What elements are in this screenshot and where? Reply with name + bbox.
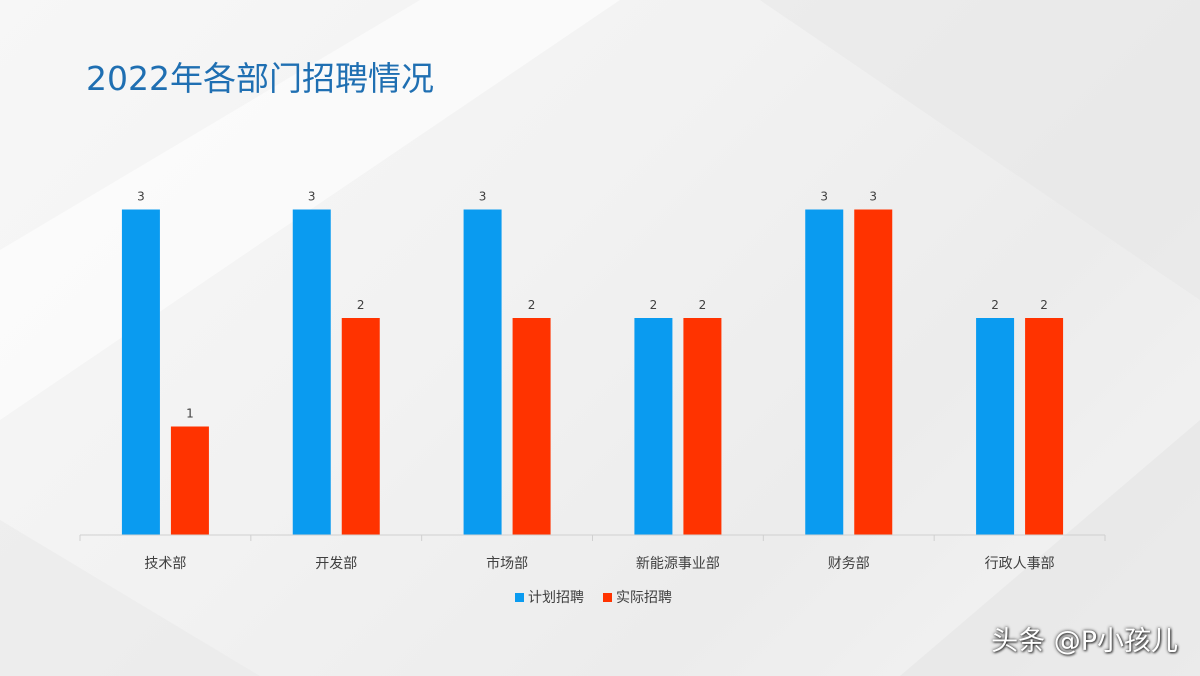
data-label: 3: [820, 190, 828, 204]
bar-planned: [463, 209, 502, 535]
legend: 计划招聘 实际招聘: [515, 590, 672, 606]
bar-actual: [683, 318, 722, 535]
data-label: 3: [869, 190, 877, 204]
bar-planned: [976, 318, 1015, 535]
x-axis: 技术部 开发部 市场部 新能源事业部 财务部 行政人事部: [79, 534, 1106, 572]
bar-actual: [170, 426, 209, 535]
data-label: 2: [357, 298, 365, 312]
x-tick-label: 技术部: [144, 556, 186, 572]
x-tick-label: 行政人事部: [985, 556, 1055, 572]
data-label: 3: [308, 190, 316, 204]
bar-planned: [292, 209, 331, 535]
x-tick-label: 财务部: [828, 556, 870, 572]
bars-layer: [121, 209, 1064, 535]
legend-swatch-planned: [515, 593, 524, 602]
data-label: 2: [650, 298, 658, 312]
x-tick-label: 新能源事业部: [636, 556, 720, 572]
data-label: 1: [186, 407, 194, 421]
bar-actual: [1025, 318, 1064, 535]
bar-actual: [512, 318, 551, 535]
chart-title: 2022年各部门招聘情况: [86, 59, 434, 98]
bar-actual: [341, 318, 380, 535]
data-label: 3: [137, 190, 145, 204]
data-label: 2: [991, 298, 999, 312]
bar-planned: [121, 209, 160, 535]
legend-swatch-actual: [603, 593, 612, 602]
data-label: 2: [1040, 298, 1048, 312]
x-tick-label: 市场部: [486, 555, 528, 572]
bar-planned: [805, 209, 844, 535]
bar-actual: [854, 209, 893, 535]
data-label: 2: [528, 298, 536, 312]
legend-label-planned: 计划招聘: [528, 590, 584, 606]
bar-planned: [634, 318, 673, 535]
data-label: 3: [479, 190, 487, 204]
watermark-text: 头条 @P小孩儿: [991, 626, 1178, 657]
data-label: 2: [699, 298, 707, 312]
legend-label-actual: 实际招聘: [616, 590, 672, 606]
data-labels-layer: 3 1 3 2 3 2 2 2 3 3 2 2: [137, 190, 1048, 421]
x-tick-label: 开发部: [315, 556, 357, 572]
